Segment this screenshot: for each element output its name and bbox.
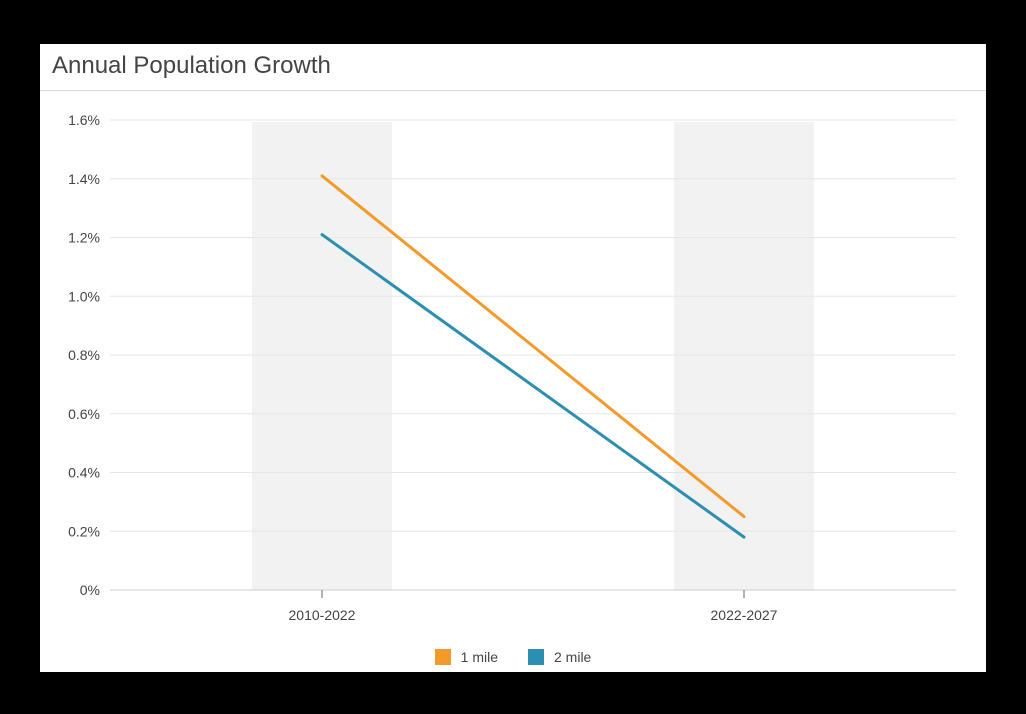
series-line-1-mile (321, 174, 745, 518)
chart-title: Annual Population Growth (52, 52, 331, 79)
data-point-1-mile-1 (742, 515, 746, 519)
y-tick-label-8: 1.6% (68, 112, 100, 128)
y-tick-label-0: 0% (80, 582, 100, 598)
category-band-0 (252, 122, 392, 590)
legend-swatch-2-mile (528, 649, 544, 665)
data-point-2-mile-0 (320, 233, 324, 237)
y-tick-label-4: 0.8% (68, 347, 100, 363)
legend-label-1-mile: 1 mile (460, 649, 498, 665)
chart-card: Annual Population Growth 0% 0.2% 0.4% 0.6% 0… (40, 44, 986, 672)
y-tick-label-7: 1.4% (68, 171, 100, 187)
data-point-2-mile-1 (742, 535, 746, 539)
x-tick-label-0: 2010-2022 (289, 607, 356, 623)
y-tick-label-5: 1.0% (68, 288, 100, 304)
legend-item-1-mile[interactable]: 1 mile (434, 649, 498, 665)
title-divider (40, 90, 986, 91)
y-tick-label-1: 0.2% (68, 523, 100, 539)
legend-item-2-mile[interactable]: 2 mile (528, 649, 591, 665)
x-tick-label-1: 2022-2027 (711, 607, 778, 623)
legend: 1 mile 2 mile (40, 649, 986, 665)
category-band-1 (674, 122, 814, 590)
line-chart: 0% 0.2% 0.4% 0.6% 0.8% 1.0% 1.2% 1.4% 1.6% 2010-2… (68, 112, 956, 623)
legend-label-2-mile: 2 mile (554, 649, 592, 665)
data-point-1-mile-0 (320, 174, 324, 178)
y-tick-label-6: 1.2% (68, 230, 100, 246)
y-tick-label-3: 0.6% (68, 406, 100, 422)
legend-swatch-1-mile (434, 649, 451, 665)
series-line-2-mile (321, 233, 745, 539)
y-tick-label-2: 0.4% (68, 465, 100, 481)
